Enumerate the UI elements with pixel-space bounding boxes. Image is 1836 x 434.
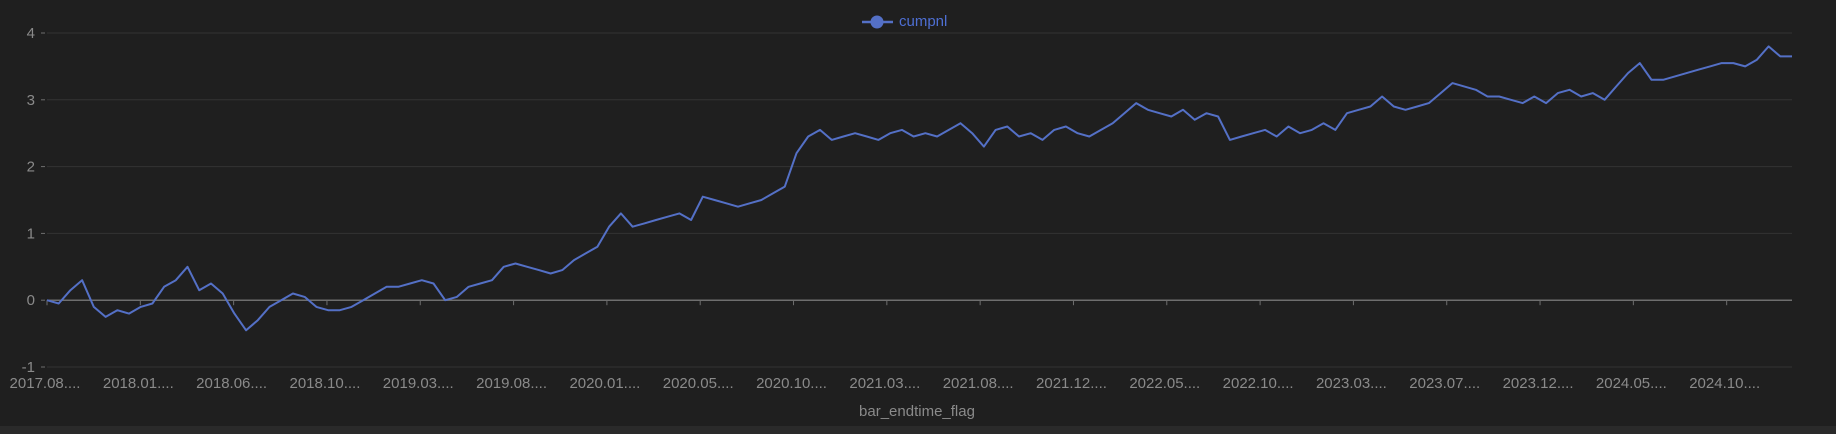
y-axis: -1 0 1 2 3 4 bbox=[22, 25, 45, 376]
legend-label: cumpnl bbox=[899, 13, 947, 30]
x-tick-label: 2020.05.... bbox=[663, 375, 734, 392]
x-tick-label: 2019.03.... bbox=[383, 375, 454, 392]
x-tick-label: 2023.12.... bbox=[1503, 375, 1574, 392]
legend[interactable]: cumpnl bbox=[862, 13, 947, 30]
x-tick-label: 2021.12.... bbox=[1036, 375, 1107, 392]
x-tick-label: 2023.07.... bbox=[1409, 375, 1480, 392]
x-tick-label: 2018.06.... bbox=[196, 375, 267, 392]
y-tick-label: 3 bbox=[27, 92, 35, 109]
x-tick-label: 2021.03.... bbox=[849, 375, 920, 392]
x-tick-label: 2023.03.... bbox=[1316, 375, 1387, 392]
x-tick-label: 2018.01.... bbox=[103, 375, 174, 392]
series-line-cumpnl bbox=[46, 45, 1792, 332]
x-tick-label: 2021.08.... bbox=[943, 375, 1014, 392]
x-tick-label: 2024.10.... bbox=[1689, 375, 1760, 392]
y-tick-label: 4 bbox=[27, 25, 35, 42]
x-tick-label: 2020.01.... bbox=[569, 375, 640, 392]
y-tick-label: 0 bbox=[27, 292, 35, 309]
x-tick-label: 2022.05.... bbox=[1129, 375, 1200, 392]
y-tick-label: 1 bbox=[27, 225, 35, 242]
x-tick-label: 2018.10.... bbox=[289, 375, 360, 392]
bottom-strip bbox=[0, 426, 1836, 434]
y-tick-label: 2 bbox=[27, 159, 35, 176]
x-tick-label: 2017.08.... bbox=[10, 375, 81, 392]
legend-marker-icon bbox=[870, 15, 884, 29]
x-tick-label: 2019.08.... bbox=[476, 375, 547, 392]
series-cumpnl bbox=[46, 45, 1792, 332]
y-tick-label: -1 bbox=[22, 359, 35, 376]
grid-lines bbox=[47, 32, 1792, 368]
x-tick-label: 2024.05.... bbox=[1596, 375, 1667, 392]
x-tick-label: 2020.10.... bbox=[756, 375, 827, 392]
x-axis-title: bar_endtime_flag bbox=[859, 403, 975, 420]
x-axis: 2017.08.... 2018.01.... 2018.06.... 2018.10… bbox=[10, 300, 1760, 392]
x-tick-label: 2022.10.... bbox=[1223, 375, 1294, 392]
